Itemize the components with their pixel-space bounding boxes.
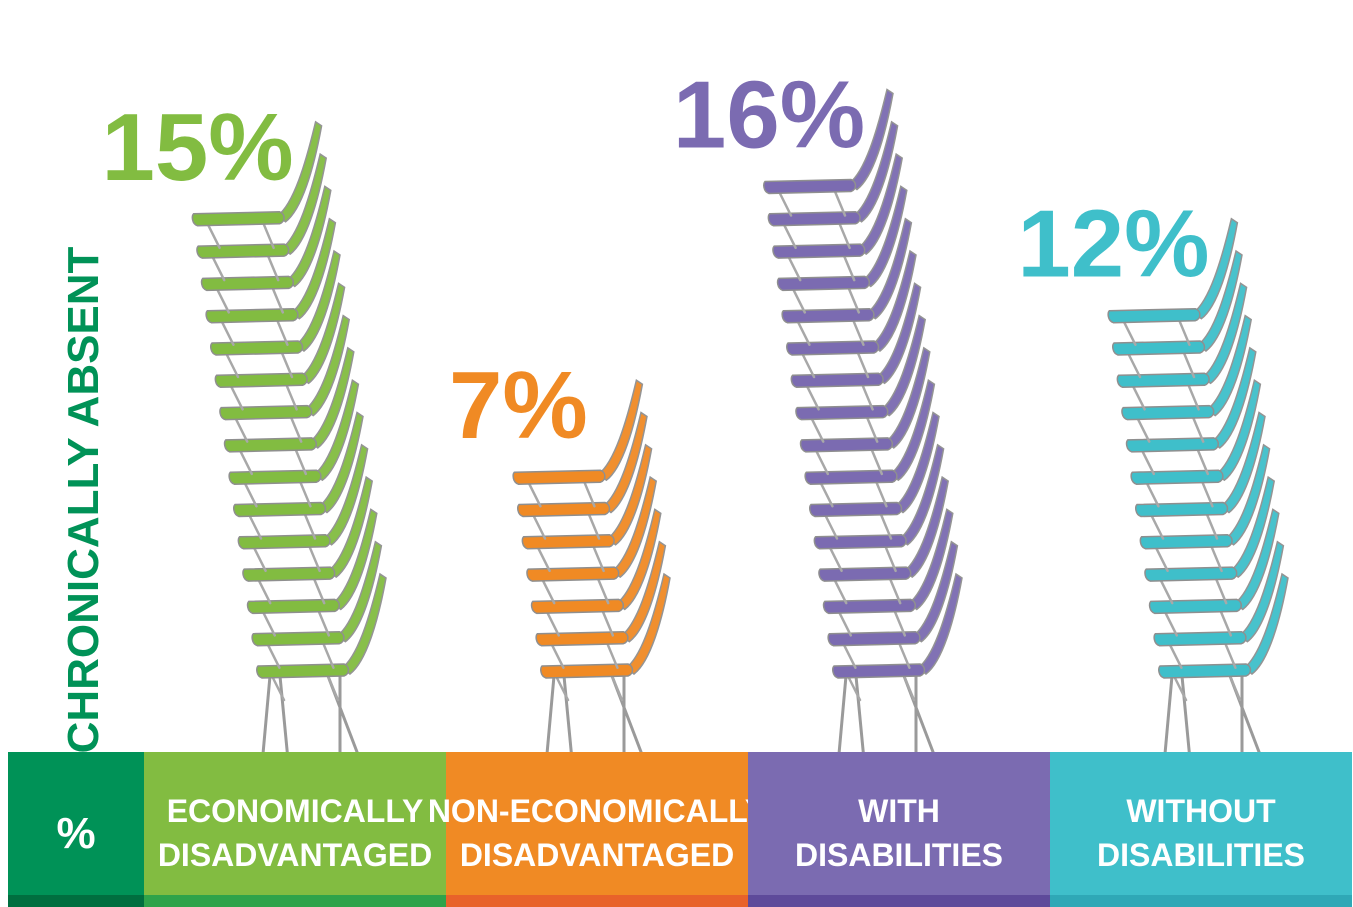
y-axis-label: CHRONICALLY ABSENT (59, 246, 108, 753)
chair-legs (1162, 675, 1266, 766)
unit-label: % (56, 809, 95, 858)
category-label: ECONOMICALLY (167, 793, 424, 829)
unit-cell-strip (8, 895, 144, 907)
chair (813, 443, 945, 573)
category-label: NON-ECONOMICALLY (428, 793, 766, 829)
value-labels: 15% 7% 16% 12% (102, 62, 1210, 460)
chair (237, 443, 369, 573)
value-label: 7% (449, 352, 588, 459)
value-label: 12% (1017, 191, 1209, 298)
chair (512, 378, 644, 508)
category-cell-strip (1050, 895, 1352, 907)
category-band: % ECONOMICALLY DISADVANTAGED NON-ECONOMICA… (8, 752, 1352, 907)
chair (191, 120, 323, 250)
unit-cell (8, 752, 144, 895)
chair (763, 88, 894, 217)
category-cell (144, 752, 446, 895)
category-cell-strip (446, 895, 748, 907)
category-cell (748, 752, 1050, 895)
chair (540, 572, 671, 702)
value-label: 16% (673, 62, 865, 169)
category-label: DISADVANTAGED (158, 837, 432, 873)
chair-legs (544, 675, 648, 766)
value-label: 15% (102, 94, 294, 201)
chair (246, 508, 378, 637)
chair-stack (1107, 217, 1289, 766)
category-cell (446, 752, 748, 895)
category-label: DISABILITIES (1097, 837, 1305, 873)
category-cell-strip (748, 895, 1050, 907)
category-label: DISADVANTAGED (460, 837, 734, 873)
chair-stack (512, 378, 671, 766)
chair (1139, 443, 1271, 573)
chair-legs (836, 675, 940, 766)
chair-legs (260, 675, 364, 766)
category-cell (1050, 752, 1352, 895)
category-label: DISABILITIES (795, 837, 1003, 873)
category-cell-strip (144, 895, 446, 907)
chair (242, 475, 374, 605)
chair-stack (191, 120, 387, 766)
chair (535, 540, 667, 669)
category-label: WITHOUT (1126, 793, 1276, 829)
chair-stacks (191, 88, 1289, 766)
chair (1107, 217, 1239, 346)
chair-stack (763, 88, 963, 766)
category-label: WITH (858, 793, 940, 829)
